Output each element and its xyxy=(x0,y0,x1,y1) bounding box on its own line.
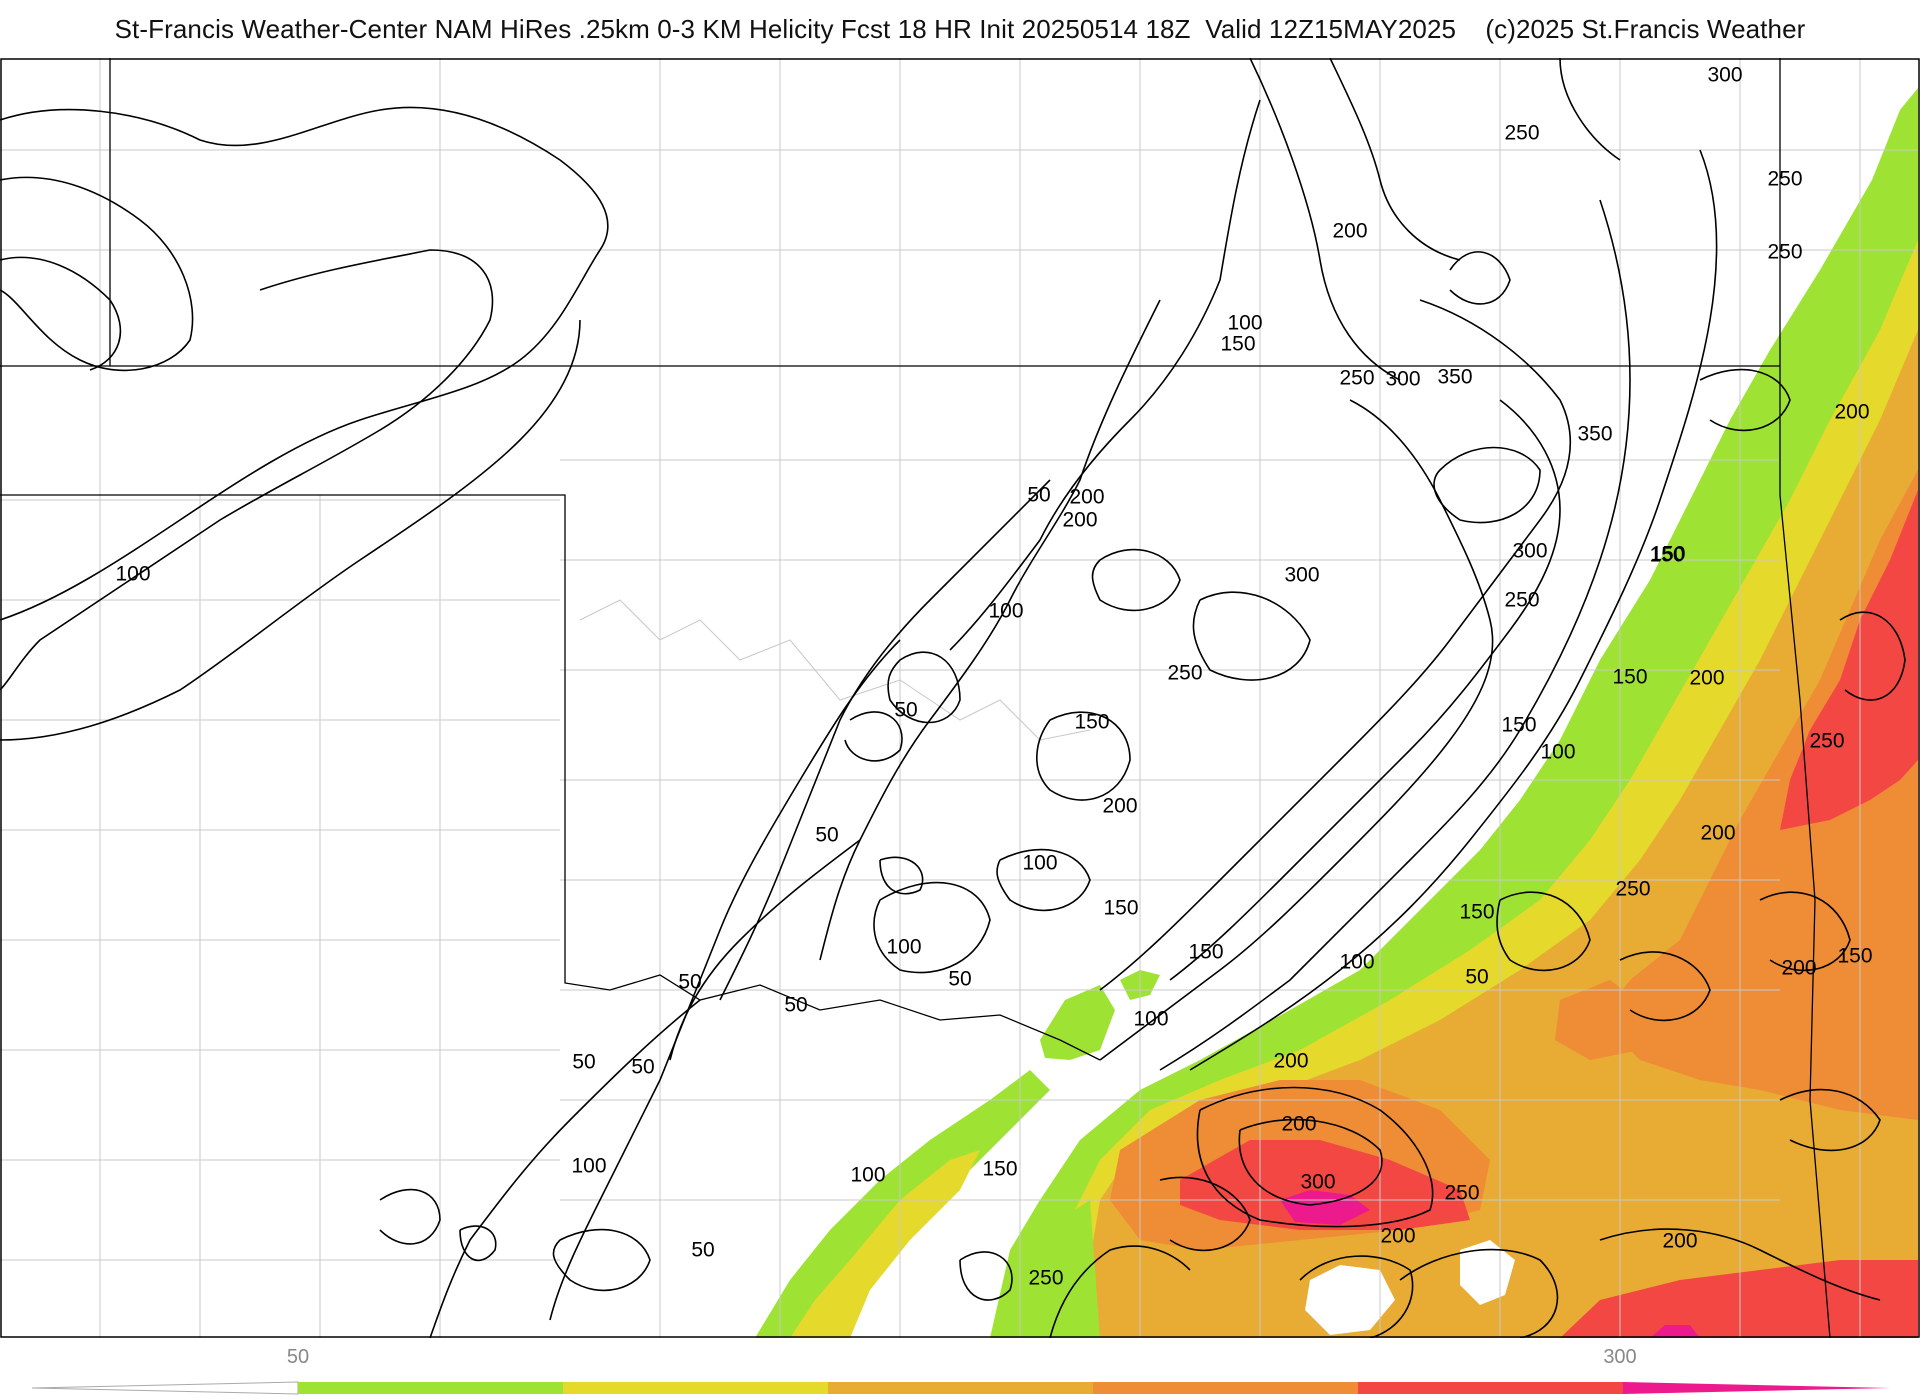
contour-label: 150 xyxy=(1459,901,1494,924)
contour-label: 300 xyxy=(1385,368,1420,391)
contour-label: 200 xyxy=(1273,1050,1308,1073)
contour-label: 300 xyxy=(1512,540,1547,563)
contour-label: 250 xyxy=(1339,367,1374,390)
contour-label: 100 xyxy=(1227,312,1262,335)
contour-label: 50 xyxy=(894,699,917,722)
contour-label: 50 xyxy=(784,994,807,1017)
contour-label: 50 xyxy=(815,824,838,847)
legend-high-extension xyxy=(1623,1382,1890,1394)
shade-magenta-southeast xyxy=(1650,1325,1700,1338)
contour-label: 100 xyxy=(1540,741,1575,764)
contour-label: 150 xyxy=(982,1158,1017,1181)
contour-label: 200 xyxy=(1689,667,1724,690)
contour-label: 200 xyxy=(1069,486,1104,509)
shade-magenta-south xyxy=(1280,1190,1370,1225)
contour-label: 250 xyxy=(1504,589,1539,612)
shade-red-south xyxy=(1180,1140,1470,1230)
contour-label: 150 xyxy=(1649,544,1684,567)
shade-hole-1 xyxy=(1305,1265,1395,1335)
chart-title: St-Francis Weather-Center NAM HiRes .25k… xyxy=(114,14,1806,44)
contour-label: 250 xyxy=(1444,1182,1479,1205)
contour-label: 250 xyxy=(1167,662,1202,685)
contour-label: 200 xyxy=(1332,220,1367,243)
contour-label: 250 xyxy=(1809,730,1844,753)
contour-label: 100 xyxy=(1133,1008,1168,1031)
contour-label: 50 xyxy=(631,1056,654,1079)
contour-label: 250 xyxy=(1767,241,1802,264)
contour-label: 150 xyxy=(1650,543,1685,566)
contour-label: 300 xyxy=(1300,1171,1335,1194)
helicity-contours xyxy=(0,58,1906,1338)
legend-swatch xyxy=(1093,1382,1358,1394)
contour-label: 50 xyxy=(1465,966,1488,989)
legend-bar xyxy=(31,1381,1890,1395)
contour-label: 100 xyxy=(988,600,1023,623)
shade-green-blob-1 xyxy=(1040,985,1115,1060)
contour-label: 200 xyxy=(1700,822,1735,845)
contour-label: 200 xyxy=(1834,401,1869,424)
contour-label: 100 xyxy=(571,1155,606,1178)
contour-label: 200 xyxy=(1662,1230,1697,1253)
shade-orange-blob-1 xyxy=(1555,980,1650,1060)
contour-label: 100 xyxy=(115,563,150,586)
contour-label: 200 xyxy=(1281,1113,1316,1136)
contour-label: 100 xyxy=(886,936,921,959)
contour-label: 350 xyxy=(1577,423,1612,446)
contour-label: 150 xyxy=(1501,714,1536,737)
contour-label: 250 xyxy=(1767,168,1802,191)
contour-label: 200 xyxy=(1380,1225,1415,1248)
state-borders xyxy=(0,58,1831,1338)
contour-label: 250 xyxy=(1028,1267,1063,1290)
legend-swatch xyxy=(298,1382,563,1394)
shade-red-east xyxy=(1780,490,1918,830)
contour-label: 200 xyxy=(1062,509,1097,532)
legend-swatch xyxy=(1358,1382,1623,1394)
contour-label: 50 xyxy=(948,968,971,991)
contour-label: 150 xyxy=(1612,666,1647,689)
color-legend: 50 300 xyxy=(31,1346,1890,1395)
contour-label: 50 xyxy=(1027,484,1050,507)
legend-label-low: 50 xyxy=(287,1346,309,1368)
shade-green-bottom xyxy=(1015,1200,1100,1338)
contour-label: 200 xyxy=(1102,795,1137,818)
contour-label: 350 xyxy=(1437,366,1472,389)
contour-label: 100 xyxy=(1022,852,1057,875)
contour-label: 50 xyxy=(572,1051,595,1074)
contour-label: 300 xyxy=(1707,64,1742,87)
legend-label-high: 300 xyxy=(1603,1346,1636,1368)
legend-low-extension xyxy=(31,1381,299,1395)
contour-label: 150 xyxy=(1103,897,1138,920)
contour-label: 300 xyxy=(1284,564,1319,587)
contour-label: 100 xyxy=(1339,951,1374,974)
shade-yellow-southwest xyxy=(790,1150,980,1338)
contour-label: 150 xyxy=(1220,333,1255,356)
contour-label: 150 xyxy=(1837,945,1872,968)
contour-label: 150 xyxy=(1074,711,1109,734)
county-borders xyxy=(0,58,1918,1338)
contour-label: 200 xyxy=(1781,957,1816,980)
shade-hole-2 xyxy=(1460,1240,1515,1305)
contour-label: 50 xyxy=(678,971,701,994)
shaded-fields xyxy=(755,88,1918,1338)
legend-swatch xyxy=(828,1382,1093,1394)
contour-label: 150 xyxy=(1188,941,1223,964)
contour-label: 100 xyxy=(850,1164,885,1187)
contour-label: 250 xyxy=(1615,878,1650,901)
shade-lightorange-east xyxy=(1080,330,1918,1338)
legend-swatch xyxy=(563,1382,828,1394)
contour-label: 50 xyxy=(691,1239,714,1262)
contour-label: 250 xyxy=(1504,122,1539,145)
map-frame xyxy=(0,58,1920,1338)
